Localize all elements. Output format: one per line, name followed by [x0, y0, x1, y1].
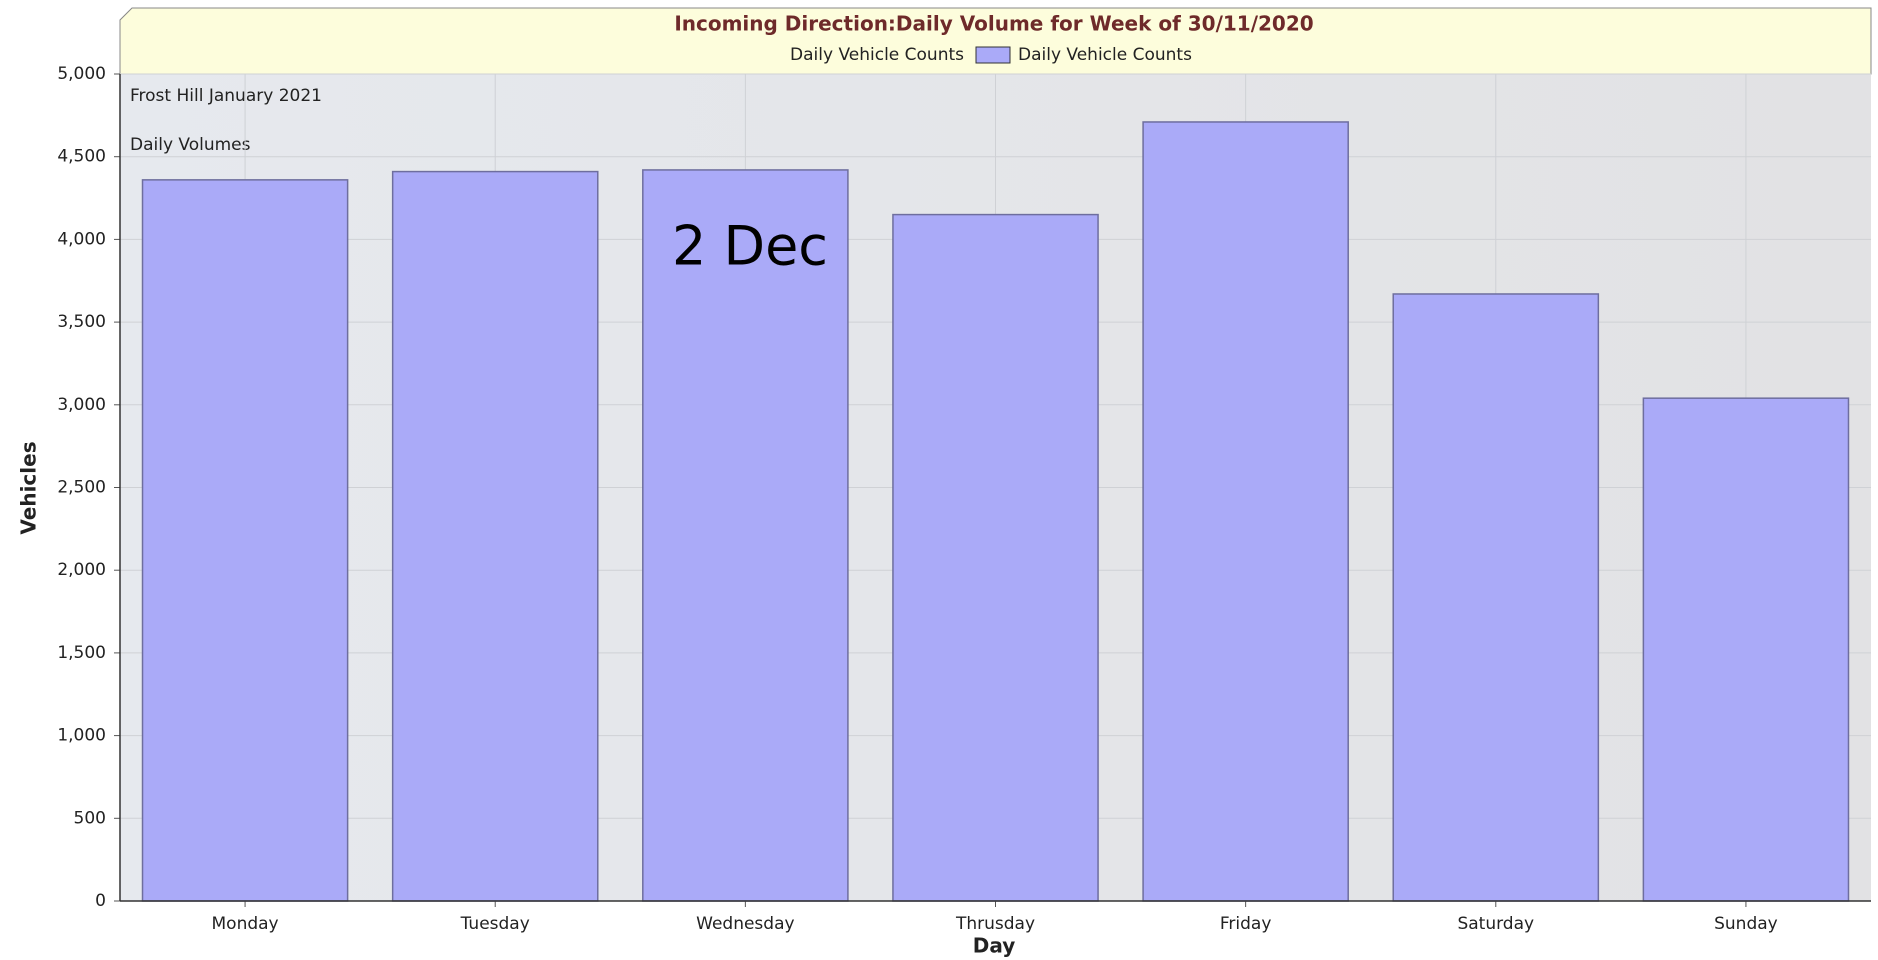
annotation: Daily Volumes: [130, 135, 251, 155]
legend-title: Daily Vehicle Counts: [790, 45, 964, 65]
legend-swatch: [975, 46, 1011, 64]
annotation: 2 Dec: [672, 215, 828, 278]
y-tick-label: 4,000: [57, 229, 106, 249]
y-tick-label: 4,500: [57, 147, 106, 167]
y-axis-label: Vehicles: [17, 441, 41, 534]
y-tick-label: 2,000: [57, 560, 106, 580]
x-tick-label: Thrusday: [955, 914, 1035, 934]
x-axis-label: Day: [973, 934, 1016, 958]
x-tick-label: Monday: [212, 914, 279, 934]
bar: [642, 169, 849, 902]
plot-layer: 0 500 1,000 1,500 2,000 2,500 3,000 3,500 4,000 4…: [57, 64, 1871, 934]
x-tick-label: Sunday: [1714, 914, 1778, 934]
bar: [1392, 293, 1600, 902]
x-tick-label: Tuesday: [460, 914, 530, 934]
y-tick-label: 3,500: [57, 312, 106, 332]
legend-label: Daily Vehicle Counts: [1018, 45, 1192, 65]
annotation: Frost Hill January 2021: [130, 86, 322, 106]
bar: [1142, 121, 1349, 902]
x-tick-label: Wednesday: [696, 914, 794, 934]
y-tick-label: 3,000: [57, 395, 106, 415]
y-tick-label: 2,500: [57, 478, 106, 498]
y-tick-label: 5,000: [57, 64, 106, 84]
chart-title: Incoming Direction:Daily Volume for Week…: [674, 12, 1313, 36]
bar: [141, 179, 349, 902]
bar: [391, 170, 599, 902]
y-tick-label: 1,000: [57, 726, 106, 746]
bar: [892, 213, 1099, 902]
bar: [1642, 397, 1850, 902]
y-tick-label: 1,500: [57, 643, 106, 663]
x-tick-label: Friday: [1220, 914, 1272, 934]
y-tick-label: 0: [95, 891, 106, 911]
y-tick-label: 500: [74, 808, 106, 828]
x-tick-label: Saturday: [1457, 914, 1534, 934]
